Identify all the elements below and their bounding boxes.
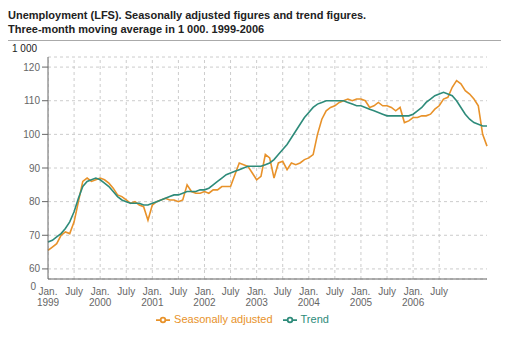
svg-text:120: 120 xyxy=(23,62,40,73)
svg-text:60: 60 xyxy=(29,263,41,274)
svg-text:July: July xyxy=(117,286,135,297)
html-text:1 000: 1 000 xyxy=(12,43,37,54)
svg-text:July: July xyxy=(222,286,240,297)
svg-text:90: 90 xyxy=(29,163,41,174)
svg-text:July: July xyxy=(169,286,187,297)
svg-text:July: July xyxy=(378,286,396,297)
svg-text:Jan.2000: Jan.2000 xyxy=(89,286,112,308)
svg-text:Jan.2003: Jan.2003 xyxy=(246,286,269,308)
svg-text:July: July xyxy=(430,286,448,297)
html-text:Unemployment (LFS). Seasonally: Unemployment (LFS). Seasonally adjusted … xyxy=(8,9,367,21)
svg-text:Jan.2002: Jan.2002 xyxy=(193,286,216,308)
svg-text:80: 80 xyxy=(29,196,41,207)
svg-text:100: 100 xyxy=(23,129,40,140)
html-text:Seasonally adjusted: Seasonally adjusted xyxy=(174,313,273,325)
svg-text:Jan.2001: Jan.2001 xyxy=(141,286,164,308)
svg-text:July: July xyxy=(65,286,83,297)
svg-text:July: July xyxy=(274,286,292,297)
svg-text:110: 110 xyxy=(24,95,40,106)
svg-text:70: 70 xyxy=(29,230,41,241)
svg-text:July: July xyxy=(326,286,344,297)
html-text:0: 0 xyxy=(30,281,36,292)
svg-text:Jan.1999: Jan.1999 xyxy=(37,286,60,308)
html-text:Trend: Trend xyxy=(300,313,329,325)
html-text:Three-month moving average in: Three-month moving average in 1 000. 199… xyxy=(8,23,265,35)
svg-text:Jan.2004: Jan.2004 xyxy=(298,286,321,308)
svg-text:Jan.2005: Jan.2005 xyxy=(350,286,373,308)
svg-text:Jan.2006: Jan.2006 xyxy=(402,286,425,308)
